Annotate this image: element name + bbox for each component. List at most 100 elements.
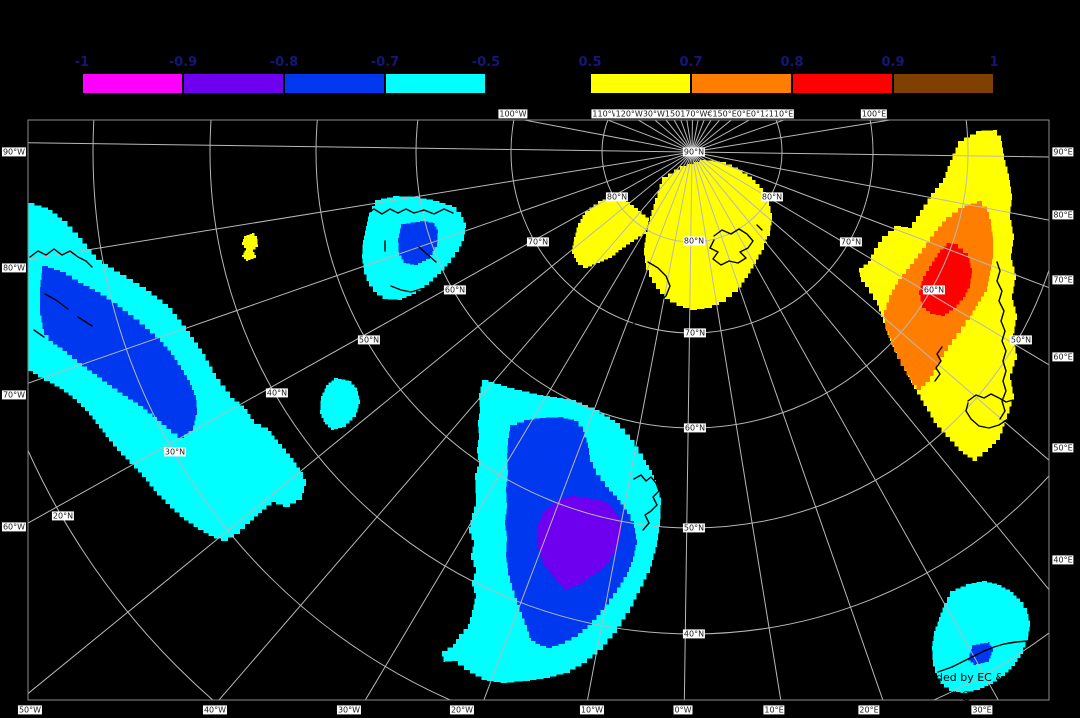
- grid-label-20n: 20°N: [51, 511, 75, 521]
- edge-label-top-100e: 100°E: [860, 109, 888, 119]
- edge-label-left-80w: 80°W: [1, 263, 27, 273]
- edge-label-bottom-0w: 0°W: [673, 705, 693, 715]
- coastline-greenland-ne-coast: [628, 261, 671, 332]
- edge-label-right-60e: 60°E: [1052, 352, 1074, 362]
- coastline-greenland-islands-1: [44, 293, 69, 310]
- positive-colorbar-segment-brown: [893, 73, 994, 94]
- positive-colorbar-tick-1: 1: [989, 55, 999, 70]
- blob-europe-core: [537, 496, 622, 589]
- coastline-novaya-zemlya-coast: [996, 261, 1007, 420]
- anomaly-blobs: [28, 130, 1030, 693]
- negative-colorbar-segment-cyan: [385, 73, 486, 94]
- meridian-70w: [28, 151, 693, 384]
- edge-label-bottom-30w: 30°W: [336, 705, 362, 715]
- edge-label-top-110w: 110°W: [591, 109, 621, 119]
- meridian-100w: [521, 120, 693, 153]
- edge-label-top-120w30w150170w150e0e0120e: 120°W30°W150170°W€150°E0°E0°120°E: [614, 109, 786, 119]
- edge-label-bottom-40w: 40°W: [202, 705, 228, 715]
- negative-colorbar-tick-05: -0.5: [471, 55, 501, 70]
- grid-label-80n: 80°N: [682, 236, 706, 246]
- meridian-10w: [586, 151, 693, 700]
- edge-label-right-80e: 80°E: [1052, 210, 1074, 220]
- meridian-30e: [691, 151, 999, 700]
- blob-small-yellow-greenland: [242, 233, 258, 261]
- positive-colorbar-segment-red: [792, 73, 893, 94]
- grid-label-50n: 50°N: [682, 523, 706, 533]
- latitude-circle-30n: [92, 120, 1049, 700]
- meridian-80w: [28, 151, 693, 261]
- coastline-svalbard-isle-2: [765, 239, 771, 246]
- edge-label-bottom-10e: 10°E: [763, 705, 785, 715]
- meridian-10e: [691, 151, 782, 700]
- meridian-90w: [28, 142, 693, 153]
- edge-label-left-60w: 60°W: [1, 522, 27, 532]
- coastline-greenland-se-coast: [29, 248, 93, 268]
- meridian-0e: [683, 151, 693, 700]
- edge-label-bottom-50w: 50°W: [17, 705, 43, 715]
- coastline-greenland-islands-2: [77, 316, 93, 327]
- edge-label-bottom-10w: 10°W: [579, 705, 605, 715]
- edge-label-top-110e: 110°E: [767, 109, 795, 119]
- edge-label-top-100w: 100°W: [498, 109, 528, 119]
- meridian-30w: [364, 151, 693, 700]
- grid-label-70n: 70°N: [526, 237, 550, 247]
- grid-label-70n: 70°N: [839, 237, 863, 247]
- negative-colorbar-tick-09: -0.9: [168, 55, 198, 70]
- meridian-60w: [28, 151, 693, 524]
- coastlines: [29, 208, 1029, 673]
- meridian-40w: [218, 151, 693, 700]
- negative-colorbar-segment-blue: [284, 73, 385, 94]
- negative-colorbar-segment-magenta: [82, 73, 183, 94]
- blob-small-cyan-mid-atlantic: [320, 378, 360, 430]
- blob-svalbard-west-lobe: [572, 197, 649, 268]
- meridian-20e: [691, 151, 884, 700]
- coastline-iceland-north-coast: [365, 208, 454, 215]
- positive-colorbar-tick-09: 0.9: [881, 55, 905, 70]
- grid-label-90n: 90°N: [682, 147, 706, 157]
- meridian-70e: [691, 151, 1049, 289]
- grid-label-80n: 80°N: [605, 192, 629, 202]
- meridian-40e: [691, 151, 1049, 591]
- coastline-greenland-islands-3: [33, 329, 45, 338]
- positive-colorbar-segment-yellow: [590, 73, 691, 94]
- map-frame: [27, 119, 1050, 701]
- negative-colorbar-tick-07: -0.7: [370, 55, 400, 70]
- grid-label-60n: 60°N: [443, 285, 467, 295]
- negative-colorbar-tick-08: -0.8: [269, 55, 299, 70]
- grid-label-60n: 60°N: [683, 423, 707, 433]
- edge-label-left-70w: 70°W: [1, 390, 27, 400]
- grid-label-50n: 50°N: [1009, 335, 1033, 345]
- blob-svalbard-main-lobe: [644, 160, 772, 310]
- coastline-baltic-coast: [937, 640, 1029, 673]
- grid-label-60n: 60°N: [922, 285, 946, 295]
- edge-label-left-90w: 90°W: [1, 147, 27, 157]
- meridian-50e: [691, 151, 1049, 461]
- coastline-white-sea-coast: [965, 393, 1020, 429]
- negative-colorbar-segment-purple: [183, 73, 284, 94]
- meridian-80e: [691, 151, 1049, 221]
- positive-colorbar-segment-orange: [691, 73, 792, 94]
- positive-colorbar-tick-08: 0.8: [780, 55, 804, 70]
- grid-label-40n: 40°N: [682, 629, 706, 639]
- coastline-svalbard-isle-1: [756, 224, 763, 231]
- blob-ural-core: [919, 243, 972, 316]
- watermark-text-line1: ded by EC &: [936, 671, 1004, 684]
- edge-label-right-90e: 90°E: [1052, 147, 1074, 157]
- meridian-60e: [691, 151, 1049, 366]
- negative-colorbar-tick-1: -1: [74, 55, 90, 70]
- edge-label-right-70e: 70°E: [1052, 275, 1074, 285]
- coastline-svalbard-coast: [709, 228, 754, 266]
- positive-colorbar-tick-07: 0.7: [679, 55, 703, 70]
- coastline-ural-hook-coast: [934, 346, 943, 382]
- grid-label-80n: 80°N: [760, 192, 784, 202]
- edge-label-right-50e: 50°E: [1052, 443, 1074, 453]
- edge-label-right-40e: 40°E: [1052, 555, 1074, 565]
- meridian-100e: [691, 120, 893, 153]
- grid-label-40n: 40°N: [265, 388, 289, 398]
- watermark-text-line2: sb@: [948, 689, 972, 702]
- grid-label-30n: 30°N: [163, 447, 187, 457]
- edge-label-bottom-20w: 20°W: [449, 705, 475, 715]
- coastline-iceland-south-coast: [390, 285, 432, 293]
